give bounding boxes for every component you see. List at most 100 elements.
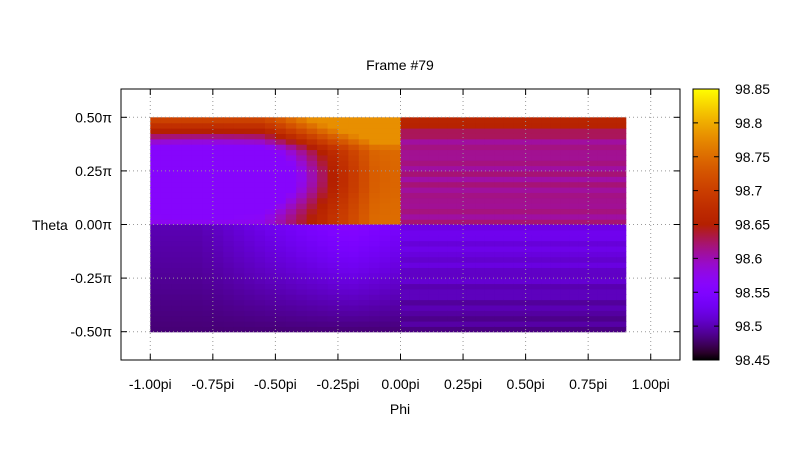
- heatmap-cell: [317, 154, 329, 161]
- heatmap-cell: [233, 283, 245, 290]
- heatmap-cell: [327, 149, 339, 156]
- heatmap-cell: [275, 304, 287, 311]
- heatmap-cell: [306, 181, 318, 188]
- heatmap-cell: [212, 181, 224, 188]
- heatmap-cell: [212, 262, 224, 268]
- heatmap-cell: [327, 160, 339, 167]
- heatmap-cell: [484, 117, 495, 124]
- heatmap-cell: [171, 133, 183, 140]
- heatmap-cell: [171, 294, 183, 301]
- x-tick-label: -1.00pi: [129, 376, 172, 392]
- heatmap-cell: [202, 144, 214, 151]
- heatmap-cell: [503, 208, 514, 215]
- heatmap-cell: [484, 160, 495, 167]
- heatmap-cell: [466, 245, 477, 252]
- heatmap-cell: [616, 326, 627, 333]
- heatmap-cell: [369, 144, 381, 151]
- heatmap-cell: [171, 149, 183, 156]
- heatmap-cell: [337, 165, 349, 172]
- heatmap-cell: [264, 154, 276, 161]
- heatmap-cell: [522, 203, 533, 210]
- heatmap-cell: [466, 186, 477, 193]
- heatmap-cell: [560, 203, 570, 210]
- heatmap-cell: [369, 219, 381, 226]
- heatmap-cell: [484, 154, 495, 161]
- heatmap-cell: [369, 229, 381, 236]
- heatmap-cell: [531, 133, 542, 140]
- heatmap-cell: [212, 294, 224, 301]
- heatmap-cell: [484, 320, 495, 327]
- heatmap-cell: [150, 315, 162, 322]
- heatmap-cell: [438, 326, 449, 333]
- heatmap-cell: [438, 320, 449, 327]
- heatmap-cell: [569, 181, 580, 188]
- heatmap-cell: [409, 224, 420, 231]
- heatmap-cell: [522, 138, 533, 145]
- heatmap-cell: [264, 288, 276, 295]
- heatmap-cell: [475, 154, 486, 161]
- heatmap-cell: [150, 138, 162, 145]
- heatmap-cell: [550, 203, 561, 210]
- heatmap-cell: [296, 138, 308, 145]
- heatmap-cell: [447, 245, 458, 252]
- heatmap-cell: [494, 170, 505, 177]
- heatmap-cell: [264, 203, 276, 210]
- heatmap-cell: [447, 154, 458, 161]
- heatmap-cell: [244, 203, 256, 210]
- heatmap-cell: [337, 320, 349, 327]
- heatmap-cell: [466, 304, 477, 311]
- heatmap-cell: [560, 294, 570, 301]
- heatmap-cell: [191, 160, 204, 167]
- heatmap-cell: [390, 138, 402, 145]
- heatmap-cell: [456, 326, 467, 333]
- heatmap-cell: [503, 181, 514, 188]
- heatmap-cell: [475, 165, 486, 172]
- heatmap-cell: [358, 219, 370, 226]
- heatmap-cell: [379, 235, 391, 242]
- heatmap-cell: [522, 197, 533, 204]
- heatmap-cell: [531, 320, 542, 327]
- heatmap-cell: [306, 256, 318, 263]
- heatmap-cell: [202, 229, 214, 236]
- heatmap-cell: [503, 186, 514, 193]
- heatmap-cell: [264, 213, 276, 220]
- heatmap-cell: [150, 299, 162, 306]
- heatmap-cell: [337, 176, 349, 183]
- heatmap-cell: [513, 154, 524, 161]
- heatmap-cell: [369, 251, 381, 258]
- heatmap-cell: [503, 213, 514, 220]
- heatmap-cell: [541, 197, 552, 204]
- heatmap-cell: [419, 326, 430, 333]
- heatmap-cell: [400, 154, 411, 161]
- heatmap-cell: [150, 272, 162, 279]
- heatmap-cell: [409, 176, 420, 183]
- heatmap-cell: [358, 181, 370, 188]
- heatmap-cell: [390, 283, 402, 290]
- heatmap-cell: [327, 181, 339, 188]
- heatmap-cell: [202, 219, 214, 226]
- heatmap-cell: [191, 197, 204, 204]
- heatmap-cell: [348, 272, 360, 279]
- heatmap-cell: [606, 326, 617, 333]
- heatmap-cell: [550, 294, 561, 301]
- heatmap-cell: [171, 229, 183, 236]
- heatmap-cell: [317, 160, 329, 167]
- heatmap-cell: [400, 310, 411, 317]
- heatmap-cell: [317, 310, 329, 317]
- heatmap-cell: [541, 128, 552, 134]
- heatmap-cell: [369, 192, 381, 199]
- heatmap-cell: [379, 170, 391, 177]
- heatmap-cell: [400, 240, 411, 247]
- heatmap-cell: [275, 326, 287, 333]
- heatmap-cell: [244, 117, 256, 124]
- heatmap-cell: [428, 235, 439, 242]
- heatmap-cell: [466, 128, 477, 134]
- heatmap-cell: [522, 288, 533, 295]
- heatmap-cell: [160, 283, 172, 290]
- heatmap-cell: [264, 304, 276, 311]
- heatmap-cell: [306, 160, 318, 167]
- heatmap-cell: [223, 176, 235, 183]
- heatmap-cell: [212, 304, 224, 311]
- heatmap-cell: [428, 326, 439, 333]
- heatmap-cell: [447, 208, 458, 215]
